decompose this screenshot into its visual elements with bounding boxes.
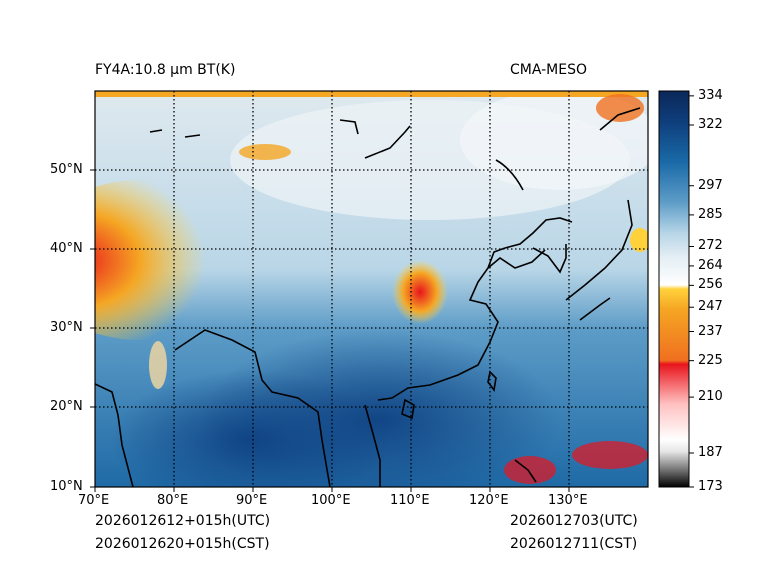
colorbar-tick-label: 264	[698, 257, 723, 273]
colorbar-tick-label: 225	[698, 352, 723, 368]
colorbar-tick-label: 173	[698, 479, 723, 494]
colorbar-ticks	[689, 95, 694, 488]
colorbar-tick-label: 285	[698, 206, 723, 222]
colorbar	[658, 90, 690, 488]
colorbar-tick-label: 210	[698, 389, 723, 405]
map-frame	[94, 90, 649, 488]
lat-tick-50: 50°N	[50, 162, 83, 177]
colorbar-tick-label: 297	[698, 177, 723, 193]
colorbar-tick-label: 237	[698, 323, 723, 339]
lat-tick-30: 30°N	[50, 320, 83, 335]
lat-tick-20: 20°N	[50, 399, 83, 414]
title-left: FY4A:10.8 µm BT(K)	[95, 62, 236, 78]
coastlines	[95, 107, 641, 487]
title-right: CMA-MESO	[510, 62, 588, 78]
colorbar-tick-label: 334	[698, 87, 723, 103]
lon-tick-90: 90°E	[236, 493, 268, 508]
lon-tick-100: 100°E	[311, 493, 351, 508]
lon-tick-130: 130°E	[548, 493, 588, 508]
colorbar-tick-label: 187	[698, 444, 723, 460]
satellite-imagery	[95, 91, 648, 487]
graticule	[95, 91, 648, 487]
valid-time-cst: 2026012711(CST)	[510, 536, 638, 552]
init-time-cst: 2026012620+015h(CST)	[95, 536, 270, 552]
colorbar-tick-label: 256	[698, 277, 723, 293]
lat-tick-40: 40°N	[50, 241, 83, 256]
colorbar-tick-label: 272	[698, 238, 723, 254]
init-time-utc: 2026012612+015h(UTC)	[95, 513, 271, 529]
colorbar-tick-label: 247	[698, 299, 723, 315]
lat-tick-10: 10°N	[50, 479, 83, 494]
lon-tick-70: 70°E	[78, 493, 110, 508]
valid-time-utc: 2026012703(UTC)	[510, 513, 638, 529]
lon-tick-80: 80°E	[157, 493, 189, 508]
axis-ticks	[90, 169, 570, 492]
lon-tick-120: 120°E	[469, 493, 509, 508]
colorbar-tick-label: 322	[698, 117, 723, 132]
lon-tick-110: 110°E	[390, 493, 430, 508]
